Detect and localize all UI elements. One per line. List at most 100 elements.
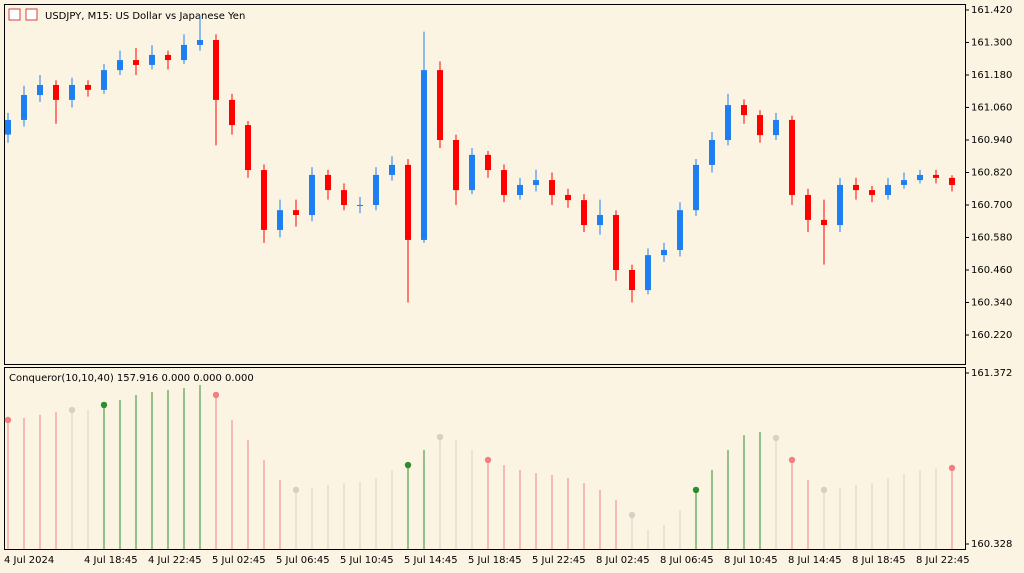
candle-body xyxy=(901,180,907,185)
x-tick-label: 5 Jul 02:45 xyxy=(212,555,266,566)
signal-dot xyxy=(772,434,780,442)
candle-body xyxy=(373,174,379,205)
candle-body xyxy=(181,44,187,61)
x-tick-label: 5 Jul 06:45 xyxy=(276,555,330,566)
x-tick-label: 4 Jul 2024 xyxy=(4,555,54,566)
indicator-panel xyxy=(4,367,966,550)
candle-body xyxy=(309,174,315,216)
candle-body xyxy=(453,139,459,191)
signal-dot xyxy=(484,456,492,464)
x-tick-label: 8 Jul 14:45 xyxy=(788,555,842,566)
signal-dot xyxy=(404,461,412,469)
y-tick-label: 161.300 xyxy=(971,37,1012,48)
chart-title: USDJPY, M15: US Dollar vs Japanese Yen xyxy=(45,11,245,22)
candle-body xyxy=(389,164,395,175)
y-tick-label: 161.420 xyxy=(971,5,1012,16)
x-tick-label: 5 Jul 18:45 xyxy=(468,555,522,566)
candle-body xyxy=(533,180,539,185)
x-tick-label: 8 Jul 06:45 xyxy=(660,555,714,566)
candle-body xyxy=(933,174,939,178)
signal-dot xyxy=(4,416,12,424)
x-tick-label: 8 Jul 22:45 xyxy=(916,555,970,566)
y-tick-label: 160.580 xyxy=(971,232,1012,243)
y-tick-label: 160.328 xyxy=(971,539,1012,550)
y-tick-label: 161.180 xyxy=(971,70,1012,81)
candle-body xyxy=(101,70,107,90)
candle-body xyxy=(53,84,59,100)
x-tick-label: 4 Jul 22:45 xyxy=(148,555,202,566)
signal-dot xyxy=(68,406,76,414)
y-tick-label: 160.460 xyxy=(971,265,1012,276)
candle-body xyxy=(677,210,683,250)
candle-body xyxy=(501,170,507,195)
toolbar-icon[interactable] xyxy=(8,8,21,21)
candle-body xyxy=(949,177,955,185)
candle-body xyxy=(277,210,283,230)
signal-dot xyxy=(436,433,444,441)
y-tick-label: 160.220 xyxy=(971,330,1012,341)
candle-body xyxy=(85,84,91,90)
candle-body xyxy=(821,219,827,226)
candle-body xyxy=(661,249,667,256)
candle-body xyxy=(405,164,411,240)
y-tick-label: 160.820 xyxy=(971,167,1012,178)
plot: 161.420 161.300 161.180 161.060 160.940 160.8… xyxy=(4,5,1012,566)
signal-dot xyxy=(292,486,300,494)
x-tick-label: 8 Jul 18:45 xyxy=(852,555,906,566)
signal-dot xyxy=(100,401,108,409)
signal-dot xyxy=(692,486,700,494)
candle-body xyxy=(421,70,427,240)
candle-body xyxy=(853,184,859,191)
candle-body xyxy=(149,54,155,65)
candle-body xyxy=(869,190,875,195)
candle-body xyxy=(709,139,715,165)
candle-body xyxy=(917,174,923,181)
signal-dot xyxy=(788,456,796,464)
candle-body xyxy=(197,40,203,45)
y-tick-label: 161.372 xyxy=(971,368,1012,379)
candle-body xyxy=(469,154,475,191)
candle-body xyxy=(261,170,267,230)
candle-body xyxy=(581,200,587,226)
candle-body xyxy=(741,105,747,116)
candle-body xyxy=(613,215,619,271)
y-tick-label: 160.940 xyxy=(971,135,1012,146)
candle-body xyxy=(229,99,235,126)
candle-body xyxy=(485,154,491,171)
y-tick-label: 161.060 xyxy=(971,102,1012,113)
indicator-title: Conqueror(10,10,40) 157.916 0.000 0.000 … xyxy=(9,373,254,384)
candle-body xyxy=(549,180,555,195)
candle-body xyxy=(565,194,571,201)
signal-dot xyxy=(948,464,956,472)
candle-body xyxy=(773,119,779,136)
x-tick-label: 5 Jul 14:45 xyxy=(404,555,458,566)
candle-body xyxy=(245,125,251,171)
toolbar-icon[interactable] xyxy=(25,8,38,21)
candle-body xyxy=(357,204,363,206)
candle-body xyxy=(21,95,27,120)
signal-dot xyxy=(820,486,828,494)
signal-dot xyxy=(212,391,220,399)
candle-body xyxy=(693,164,699,211)
candle-body xyxy=(213,40,219,100)
candle-body xyxy=(757,115,763,136)
candle-body xyxy=(725,105,731,140)
x-tick-label: 4 Jul 18:45 xyxy=(84,555,138,566)
signal-dot xyxy=(628,511,636,519)
x-tick-label: 5 Jul 22:45 xyxy=(532,555,586,566)
candle-body xyxy=(293,210,299,216)
y-tick-label: 160.340 xyxy=(971,298,1012,309)
candle-body xyxy=(133,60,139,65)
x-tick-label: 8 Jul 10:45 xyxy=(724,555,778,566)
candle-body xyxy=(165,54,171,61)
candle-body xyxy=(837,184,843,226)
x-tick-label: 5 Jul 10:45 xyxy=(340,555,394,566)
candle-body xyxy=(805,194,811,220)
y-tick-label: 160.700 xyxy=(971,200,1012,211)
candle-body xyxy=(5,119,11,135)
candle-body xyxy=(325,174,331,191)
candle-body xyxy=(117,60,123,71)
candle-body xyxy=(645,255,651,291)
